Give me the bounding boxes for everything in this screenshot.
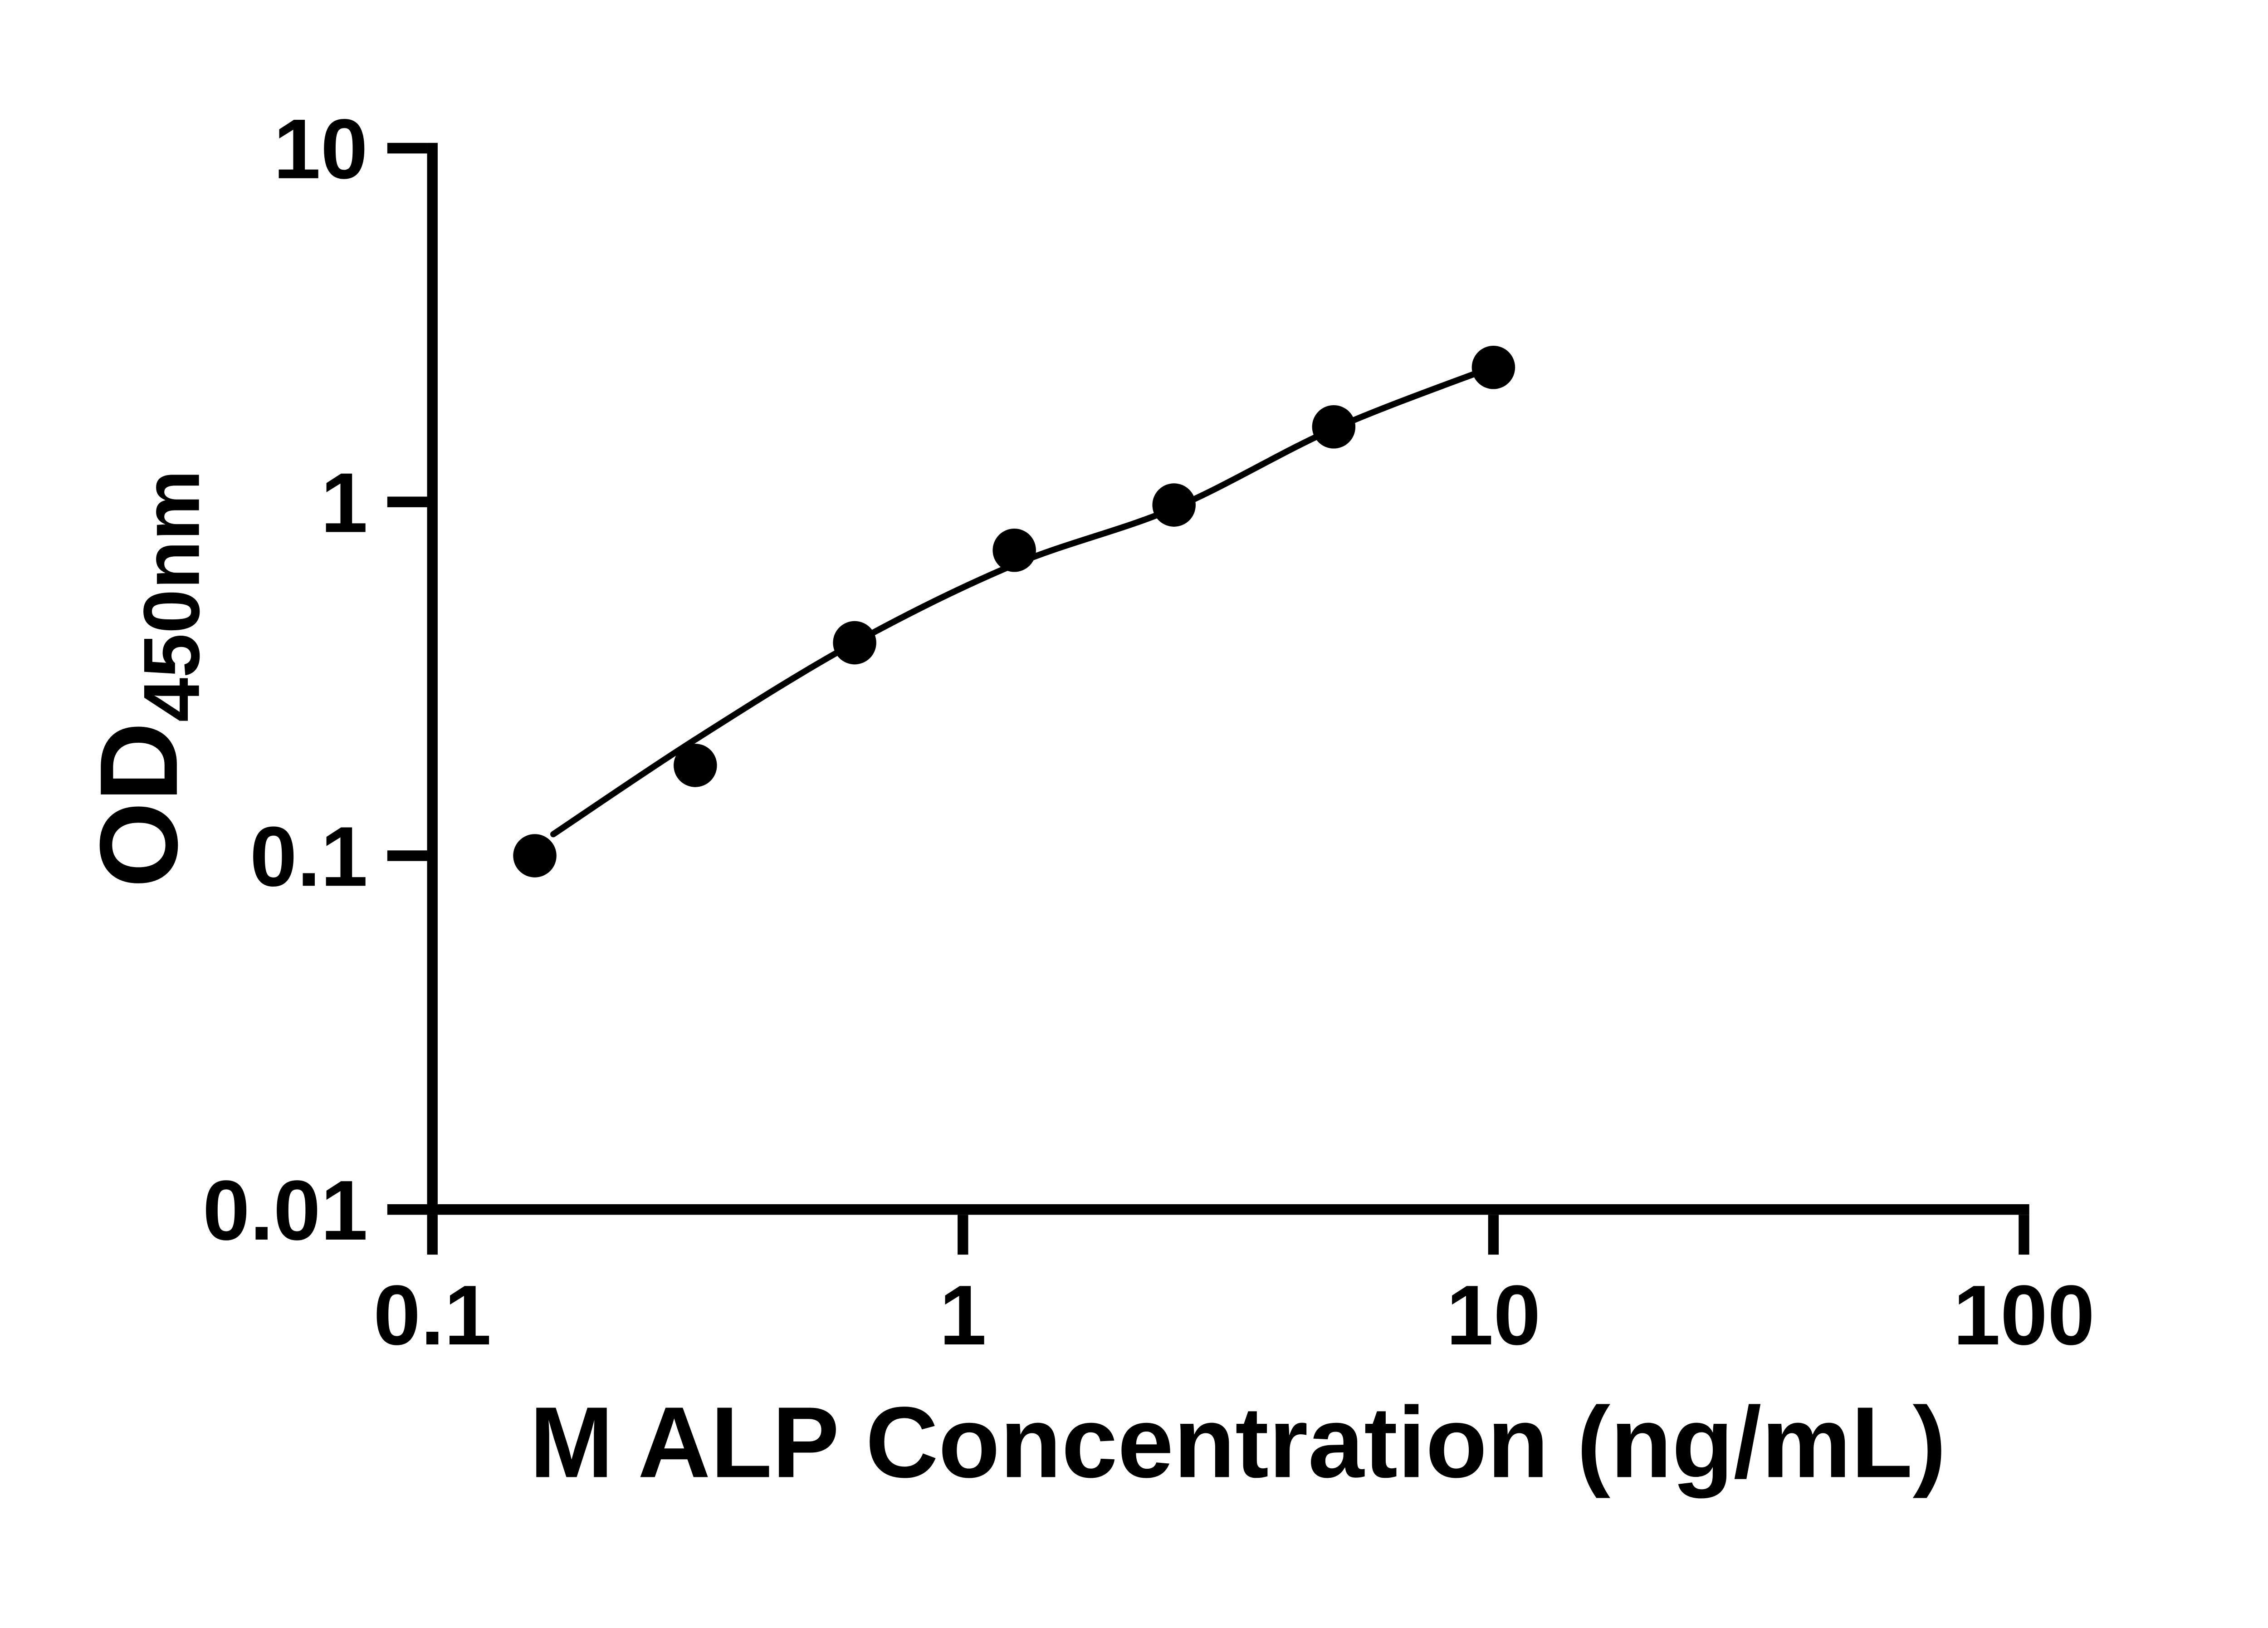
y-tick-label: 0.01 — [203, 1163, 368, 1258]
y-axis-title-main: OD — [77, 722, 200, 888]
data-point — [1471, 345, 1515, 389]
axes — [427, 142, 2029, 1215]
elisa-standard-curve-figure: 10 1 0.1 0.01 0.1 1 10 100 M ALP Concentration … — [76, 101, 2095, 1499]
data-point — [1152, 483, 1196, 527]
data-point — [1312, 405, 1356, 449]
x-tick-label: 0.1 — [373, 1268, 491, 1363]
x-tick-label: 100 — [1953, 1268, 2095, 1363]
x-tick-label: 10 — [1446, 1268, 1540, 1363]
data-point — [513, 834, 557, 878]
y-tick-label: 0.1 — [250, 809, 368, 904]
y-axis-title-subscript: 450nm — [127, 470, 216, 722]
axis-ticks — [387, 142, 2029, 1255]
x-tick-label: 1 — [939, 1268, 987, 1363]
y-tick-label: 1 — [321, 456, 368, 550]
data-point — [674, 744, 717, 787]
data-points — [513, 345, 1515, 878]
data-point — [833, 621, 876, 665]
y-tick-label: 10 — [274, 102, 368, 196]
x-axis-title: M ALP Concentration (ng/mL) — [529, 1386, 1946, 1499]
y-axis-title: OD450nm — [77, 470, 216, 888]
data-point — [992, 529, 1036, 572]
